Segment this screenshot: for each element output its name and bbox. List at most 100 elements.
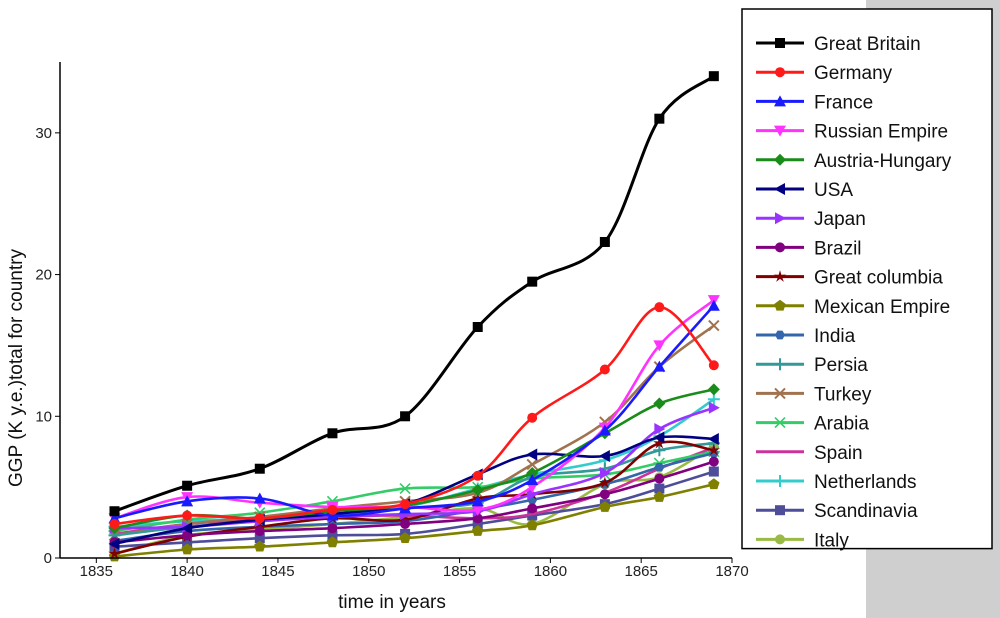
- data-point: [654, 302, 665, 313]
- legend-label: Netherlands: [814, 472, 916, 493]
- legend-entry: Netherlands: [756, 472, 916, 493]
- data-point: [708, 478, 720, 490]
- legend-entry: Italy: [756, 530, 849, 551]
- data-point: [708, 71, 719, 82]
- x-tick-label: 1850: [352, 563, 385, 580]
- data-point: [653, 340, 666, 352]
- series-line: [113, 74, 716, 513]
- legend-label: Great Britain: [814, 34, 921, 55]
- data-point: [181, 543, 193, 555]
- data-point: [654, 473, 665, 484]
- legend-marker: [775, 67, 785, 78]
- series-line: [113, 460, 716, 544]
- data-point: [526, 448, 538, 461]
- legend-label: Germany: [814, 63, 893, 84]
- data-point: [326, 509, 339, 521]
- legend-entry: Great Britain: [756, 34, 921, 55]
- legend-entry: Persia: [756, 355, 868, 376]
- data-point: [708, 319, 720, 332]
- data-point: [400, 499, 411, 510]
- legend-label: Brazil: [814, 238, 862, 259]
- x-tick-label: 1845: [261, 563, 294, 580]
- legend-label: Japan: [814, 209, 866, 230]
- x-tick-label: 1870: [715, 563, 748, 580]
- legend-label: India: [814, 326, 856, 347]
- data-point: [253, 492, 266, 504]
- legend-entry: Turkey: [756, 384, 872, 405]
- legend-entry: Japan: [756, 209, 866, 230]
- data-point: [181, 522, 193, 535]
- data-point: [708, 466, 719, 477]
- data-point: [327, 530, 338, 541]
- data-point: [526, 466, 539, 479]
- y-tick-label: 0: [44, 550, 52, 567]
- data-point: [527, 276, 538, 287]
- data-point: [472, 470, 483, 481]
- data-point: [254, 513, 265, 524]
- legend-label: Austria-Hungary: [814, 151, 952, 172]
- data-point: [526, 474, 539, 486]
- x-tick-label: 1840: [170, 563, 203, 580]
- legend-marker: [774, 417, 786, 429]
- series-great-britain: [109, 71, 719, 517]
- data-point: [181, 495, 194, 507]
- series-mexican-empire: [108, 478, 720, 562]
- data-point: [527, 412, 538, 423]
- legend-marker: [773, 270, 787, 282]
- data-point: [653, 436, 666, 449]
- data-point: [182, 510, 193, 521]
- data-point: [399, 482, 412, 495]
- data-point: [471, 504, 484, 516]
- legend-entry: Mexican Empire: [756, 297, 950, 318]
- legend: Great Britain Germany France Russian Empire…: [741, 8, 993, 551]
- data-point: [653, 444, 666, 457]
- legend-entry: Arabia: [756, 414, 869, 435]
- series-line: [113, 440, 716, 555]
- data-point: [254, 463, 265, 474]
- legend-entry: Russian Empire: [756, 122, 948, 143]
- plot-area: [108, 71, 721, 562]
- data-point: [526, 458, 538, 471]
- data-point: [653, 491, 666, 502]
- legend-marker: [775, 330, 785, 340]
- data-point: [327, 504, 338, 515]
- data-point: [327, 428, 338, 439]
- data-point: [654, 113, 665, 124]
- data-point: [708, 401, 720, 414]
- data-point: [109, 506, 120, 517]
- legend-entry: Scandinavia: [756, 501, 918, 522]
- legend-entry: Great columbia: [756, 268, 943, 289]
- legend-entry: USA: [756, 180, 853, 201]
- legend-marker: [775, 242, 785, 253]
- axes: 1835 1840 1845 1850 1855 1860 1865 1870 0 10 20 30: [35, 62, 749, 580]
- series-line: [113, 435, 716, 546]
- data-point: [108, 537, 120, 550]
- legend-marker: [774, 299, 786, 311]
- series-line: [113, 305, 716, 526]
- legend-entry: Brazil: [756, 238, 862, 259]
- series-line: [113, 406, 716, 530]
- series-netherlands: [108, 393, 720, 533]
- legend-label: USA: [814, 180, 853, 201]
- legend-label: Turkey: [814, 384, 872, 405]
- y-tick-label: 30: [35, 125, 52, 142]
- series-line: [113, 470, 716, 548]
- data-point: [707, 443, 721, 456]
- data-point: [526, 519, 538, 531]
- legend-box: [741, 8, 993, 550]
- data-point: [708, 456, 719, 467]
- data-point: [599, 236, 610, 247]
- data-point: [599, 364, 610, 375]
- y-tick-label: 10: [35, 408, 52, 425]
- x-tick-label: 1835: [80, 563, 113, 580]
- legend-marker: [774, 125, 786, 137]
- legend-label: Persia: [814, 355, 868, 376]
- legend-marker: [774, 475, 786, 487]
- y-tick-label: 20: [35, 267, 52, 284]
- data-point: [254, 526, 265, 537]
- legend-marker: [775, 212, 786, 225]
- data-point: [254, 540, 266, 552]
- data-point: [598, 476, 612, 489]
